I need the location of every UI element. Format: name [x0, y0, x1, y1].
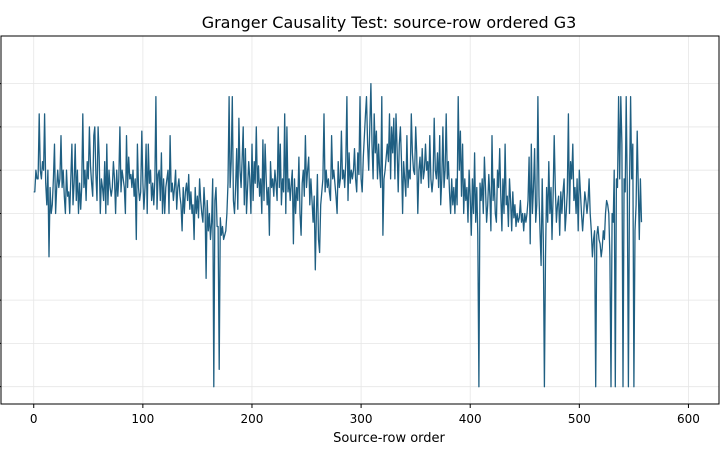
- chart-title: Granger Causality Test: source-row order…: [202, 13, 577, 32]
- plot-area-frame: [0, 35, 720, 405]
- x-tick-label: 100: [131, 412, 154, 426]
- x-axis-label: Source-row order: [333, 431, 445, 446]
- x-tick-label: 200: [241, 412, 264, 426]
- series-group: [33, 82, 643, 388]
- x-tick-label: 0: [30, 412, 38, 426]
- x-tick-label: 300: [350, 412, 373, 426]
- x-tick-label: 600: [677, 412, 700, 426]
- x-tick-label: 400: [459, 412, 482, 426]
- grid-group: [0, 36, 719, 404]
- x-tick-group: 0 100 200 300 400 500 600: [30, 404, 700, 426]
- x-tick-label: 500: [568, 412, 591, 426]
- series-line: [33, 82, 643, 388]
